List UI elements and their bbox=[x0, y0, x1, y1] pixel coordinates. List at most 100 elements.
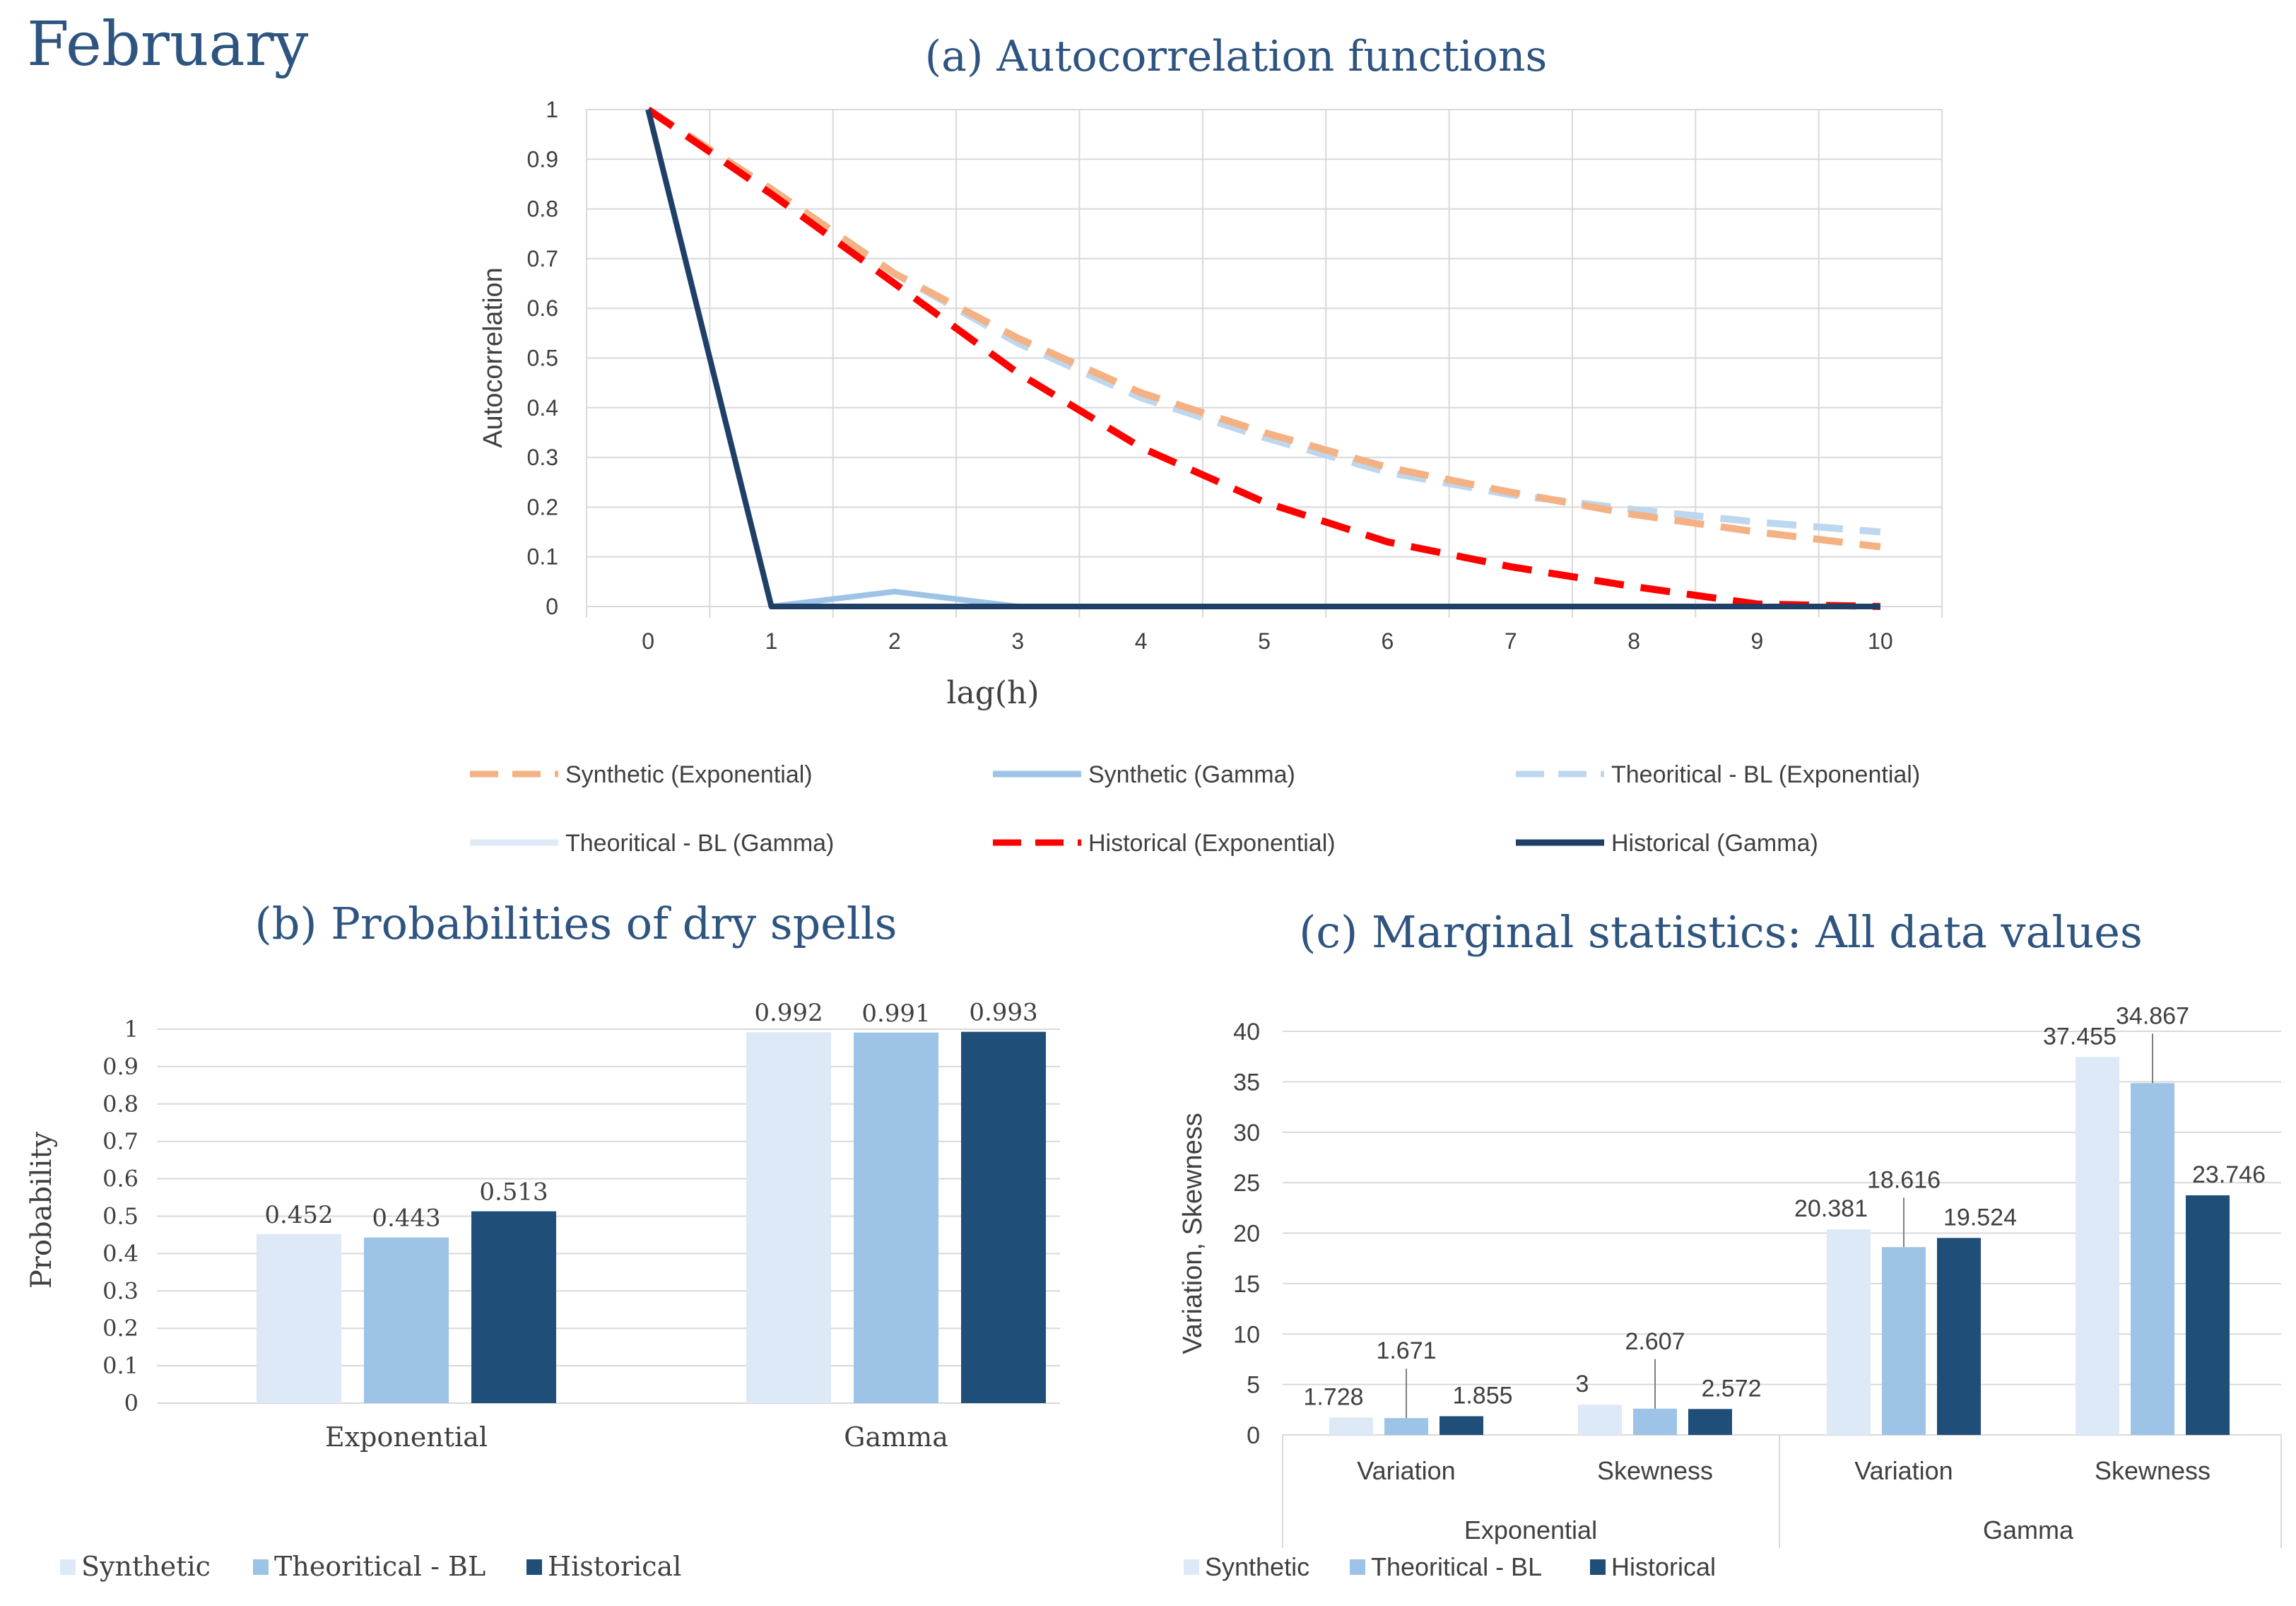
data-label: 1.671 bbox=[1376, 1337, 1436, 1364]
x-tick-label: 5 bbox=[1258, 628, 1271, 654]
legend-label: Synthetic (Exponential) bbox=[565, 761, 813, 788]
legend-swatch bbox=[60, 1559, 76, 1575]
legend-swatch bbox=[1590, 1559, 1606, 1575]
y-tick-label: 0.4 bbox=[527, 395, 558, 421]
legend-label: Historical bbox=[1611, 1552, 1716, 1581]
y-tick-label: 1 bbox=[124, 1016, 139, 1043]
y-tick-label: 0.5 bbox=[102, 1203, 139, 1230]
y-tick-label: 35 bbox=[1233, 1069, 1260, 1096]
bar-historical bbox=[1440, 1416, 1483, 1435]
bar-synthetic bbox=[746, 1032, 831, 1403]
data-label: 2.607 bbox=[1625, 1328, 1685, 1355]
data-label: 1.728 bbox=[1303, 1383, 1363, 1410]
data-label: 34.867 bbox=[2116, 1002, 2189, 1029]
data-label: 3 bbox=[1576, 1371, 1589, 1397]
y-tick-label: 1 bbox=[546, 97, 558, 122]
data-label: 0.991 bbox=[861, 1000, 930, 1028]
y-tick-label: 0.4 bbox=[102, 1240, 139, 1267]
x-group-label: Gamma bbox=[1983, 1516, 2074, 1545]
y-tick-label: 0.7 bbox=[527, 246, 558, 271]
x-tick-label: 0 bbox=[642, 628, 654, 654]
x-category-label: Exponential bbox=[325, 1422, 488, 1453]
legend-label: Theoritical - BL (Gamma) bbox=[565, 830, 834, 857]
bar-synthetic bbox=[1827, 1229, 1871, 1435]
legend-label: Synthetic bbox=[1205, 1552, 1309, 1581]
bar-theoritical-bl bbox=[1882, 1247, 1926, 1435]
y-tick-label: 0.6 bbox=[527, 295, 558, 321]
y-tick-label: 0.5 bbox=[527, 346, 558, 371]
x-category-label: Variation bbox=[1854, 1456, 1953, 1485]
data-label: 19.524 bbox=[1943, 1204, 2017, 1231]
bar-historical bbox=[961, 1031, 1046, 1403]
x-tick-label: 8 bbox=[1627, 628, 1640, 654]
bar-theoritical-bl bbox=[1384, 1418, 1428, 1435]
x-tick-label: 7 bbox=[1505, 628, 1517, 654]
bar-theoritical-bl bbox=[364, 1237, 449, 1403]
y-tick-label: 0.1 bbox=[527, 544, 558, 570]
x-tick-label: 2 bbox=[888, 628, 901, 654]
data-label: 0.992 bbox=[754, 999, 823, 1027]
x-category-label: Skewness bbox=[2095, 1456, 2210, 1485]
bar-synthetic bbox=[1578, 1405, 1622, 1435]
data-label: 0.443 bbox=[372, 1204, 440, 1233]
marginal-stats-chart: (c) Marginal statistics: All data values… bbox=[1178, 906, 2282, 1581]
y-tick-label: 5 bbox=[1247, 1372, 1260, 1399]
y-tick-label: 0.8 bbox=[527, 197, 558, 222]
bar-synthetic bbox=[257, 1233, 341, 1403]
bar-theoritical-bl bbox=[2131, 1083, 2174, 1435]
data-label: 37.455 bbox=[2043, 1023, 2117, 1050]
x-axis-label: lag(h) bbox=[946, 675, 1039, 711]
y-axis-label: Probability bbox=[25, 1131, 58, 1289]
bar-theoritical-bl bbox=[854, 1032, 938, 1403]
chart-title: (a) Autocorrelation functions bbox=[925, 32, 1548, 81]
y-tick-label: 30 bbox=[1233, 1120, 1260, 1147]
y-axis-label: Variation, Skewness bbox=[1178, 1113, 1208, 1354]
legend-label: Synthetic bbox=[81, 1551, 211, 1582]
bar-historical bbox=[1937, 1238, 1981, 1435]
y-tick-label: 0 bbox=[1247, 1422, 1260, 1449]
y-tick-label: 0.2 bbox=[102, 1315, 139, 1342]
bar-historical bbox=[471, 1211, 556, 1403]
legend-swatch bbox=[1184, 1559, 1199, 1575]
data-label: 18.616 bbox=[1867, 1166, 1941, 1193]
data-label: 0.513 bbox=[479, 1178, 548, 1207]
y-tick-label: 0 bbox=[124, 1390, 139, 1417]
x-category-label: Skewness bbox=[1597, 1456, 1713, 1485]
bar-theoritical-bl bbox=[1633, 1408, 1677, 1435]
y-tick-label: 0.3 bbox=[527, 445, 558, 470]
bar-synthetic bbox=[1329, 1417, 1373, 1435]
chart-title: (b) Probabilities of dry spells bbox=[255, 898, 897, 949]
y-tick-label: 0.2 bbox=[527, 494, 558, 520]
y-tick-label: 0.9 bbox=[102, 1053, 139, 1080]
x-group-label: Exponential bbox=[1464, 1516, 1597, 1545]
y-tick-label: 0.9 bbox=[527, 146, 558, 172]
x-tick-label: 4 bbox=[1135, 628, 1148, 654]
series-line-historical-gamma- bbox=[645, 109, 1880, 609]
y-tick-label: 20 bbox=[1233, 1221, 1260, 1248]
x-tick-label: 3 bbox=[1011, 628, 1024, 654]
dry-spells-chart: (b) Probabilities of dry spells 0 0.1 0.2 0.… bbox=[25, 898, 1060, 1582]
legend-swatch bbox=[253, 1559, 269, 1575]
y-tick-label: 15 bbox=[1233, 1271, 1260, 1298]
legend-label: Historical (Gamma) bbox=[1611, 830, 1818, 857]
legend-label: Theoritical - BL bbox=[1371, 1552, 1542, 1581]
month-title: February bbox=[27, 9, 309, 80]
y-tick-label: 40 bbox=[1233, 1019, 1260, 1045]
y-tick-label: 10 bbox=[1233, 1321, 1260, 1348]
series-line-synthetic-exponential- bbox=[646, 106, 1881, 551]
y-tick-label: 25 bbox=[1233, 1170, 1260, 1197]
y-tick-label: 0.6 bbox=[102, 1166, 139, 1192]
data-label: 20.381 bbox=[1794, 1195, 1868, 1222]
x-tick-label: 1 bbox=[765, 628, 778, 654]
data-label: 0.993 bbox=[969, 999, 1037, 1027]
x-tick-label: 6 bbox=[1381, 628, 1394, 654]
legend-label: Synthetic (Gamma) bbox=[1088, 761, 1295, 788]
data-label: 1.855 bbox=[1452, 1383, 1512, 1409]
legend-swatch bbox=[1350, 1559, 1365, 1575]
x-tick-label: 10 bbox=[1868, 628, 1893, 654]
data-label: 0.452 bbox=[264, 1201, 333, 1229]
bar-historical bbox=[1688, 1409, 1732, 1435]
y-tick-label: 0.3 bbox=[102, 1277, 139, 1304]
data-label: 2.572 bbox=[1701, 1375, 1761, 1402]
